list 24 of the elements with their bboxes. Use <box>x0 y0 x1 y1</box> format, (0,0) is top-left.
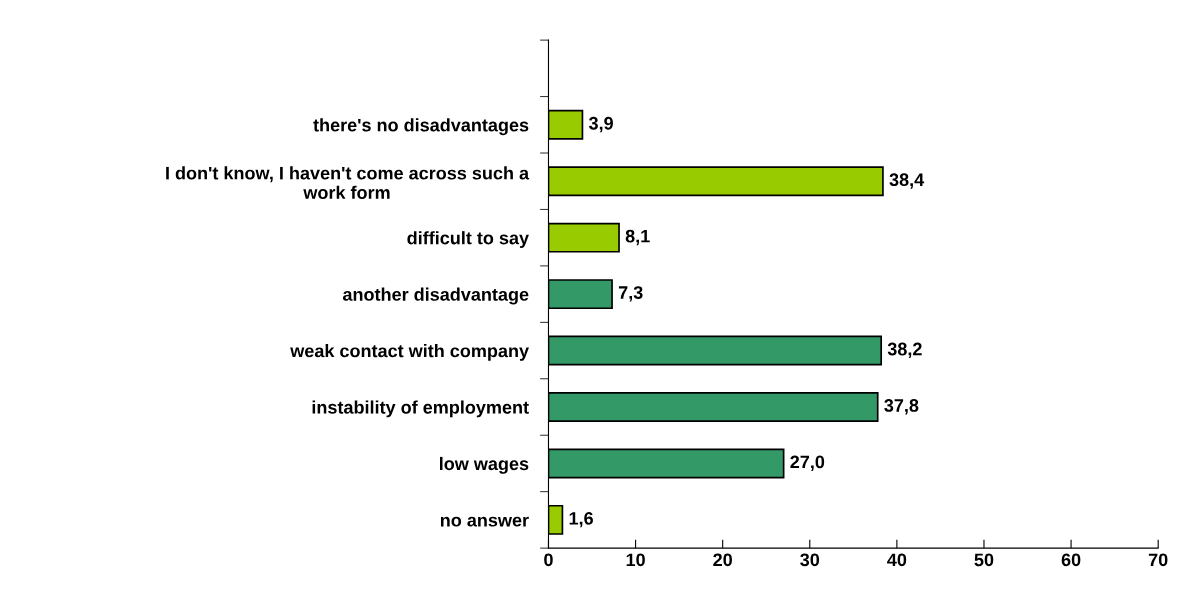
data-label: 1,6 <box>569 511 593 528</box>
data-label: 7,3 <box>618 286 643 302</box>
x-tick-label: 70 <box>1148 553 1168 567</box>
x-tick-label: 30 <box>800 553 820 567</box>
x-tick-label: 50 <box>974 553 994 567</box>
data-label: 8,1 <box>625 229 650 246</box>
data-label: 3,9 <box>588 116 613 133</box>
y-tick-label: another disadvantage <box>342 287 529 305</box>
y-tick-label: weak contact with company <box>290 344 529 361</box>
y-tick-label: low wages <box>440 456 529 474</box>
y-tick-label: instability of employment <box>312 400 529 418</box>
x-tick-label: 0 <box>544 553 553 567</box>
x-tick-label: 20 <box>713 553 732 567</box>
y-tick-label: no answer <box>440 516 529 527</box>
y-tick-label: there's no disadvantages <box>313 118 529 136</box>
x-tick-label: 10 <box>626 553 645 567</box>
x-tick-label: 60 <box>1061 553 1081 567</box>
data-label: 27,0 <box>790 455 825 471</box>
data-label: 37,8 <box>884 399 919 415</box>
y-tick-label: I don't know, I haven't come across such a work form <box>166 166 530 199</box>
data-label: 38,4 <box>889 173 925 189</box>
y-tick-label: difficult to say <box>407 231 529 248</box>
data-label: 38,2 <box>887 342 922 359</box>
x-tick-label: 40 <box>887 553 907 567</box>
